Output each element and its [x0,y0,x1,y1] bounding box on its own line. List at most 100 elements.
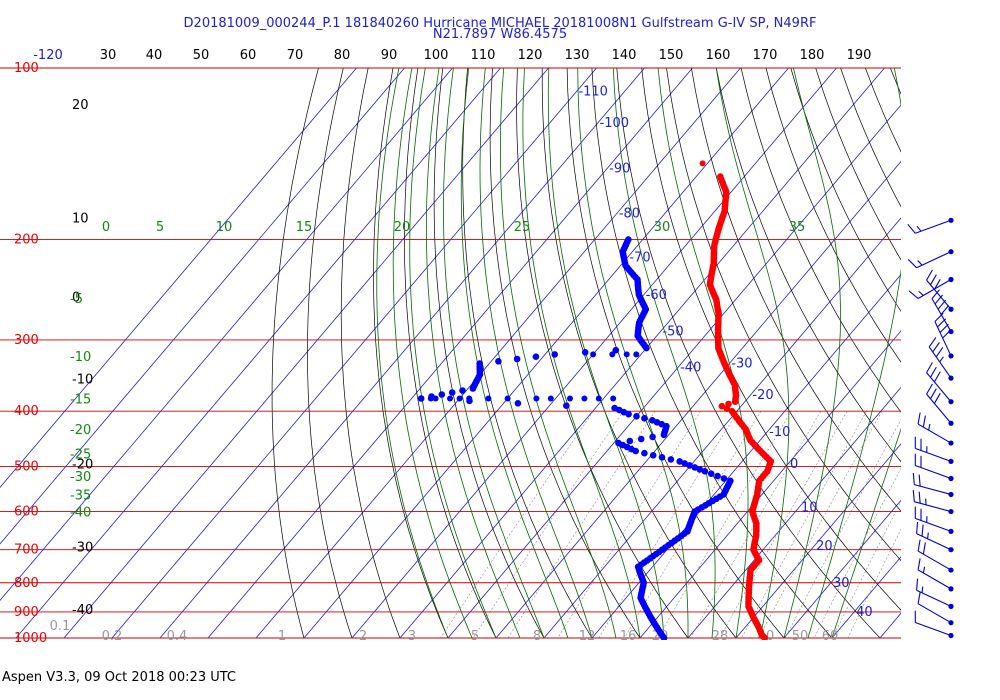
dewpoint-trace-point [447,395,453,402]
wind-barb [931,289,954,335]
dewpoint-trace-point [643,344,650,352]
dewpoint-trace-point [417,395,425,402]
dewpoint-trace-point [427,395,434,402]
mixing-ratio-label: 0.2 [102,629,123,644]
dewpoint-trace-point [720,475,728,482]
moist-adiabat-left-label: -15 [70,392,91,407]
left-axis-label: -10 [72,373,93,388]
dewpoint-trace-point [504,395,511,402]
isotherm-label: 30 [833,576,850,591]
top-axis-label: 140 [612,48,637,63]
wind-barb [928,337,954,381]
left-axis-label: -20 [72,457,93,472]
mixing-ratio-label: 28 [712,629,729,644]
top-axis-label: 40 [146,48,163,63]
moist-adiabat-line [425,68,521,639]
pressure-tick-label: 900 [14,605,39,620]
dewpoint-trace-point [533,395,540,402]
chart-subtitle: N21.7897 W86.4575 [432,27,568,42]
temperature-trace-point [723,405,731,413]
dry-adiabat-line [541,68,737,639]
isotherm-label: -60 [646,288,667,303]
dewpoint-trace-point [448,389,456,396]
moist-adiabat-line [392,68,473,639]
left-axis-label: 0 [72,291,80,306]
dewpoint-trace-point [547,395,554,402]
dewpoint-trace-point [532,353,540,361]
mixing-ratio-line [472,411,624,639]
wind-barb [908,276,954,299]
dewpoint-trace-point [612,346,620,354]
isotherm-label: -90 [609,161,630,176]
isotherm-label: -40 [680,360,701,375]
dewpoint-trace-point [581,395,588,402]
isotherm-line [15,68,501,639]
moist-adiabat-line [547,68,665,639]
dewpoint-trace-point [469,385,477,392]
wind-barb [914,453,954,482]
dewpoint-trace-point [649,433,656,441]
dry-adiabat-line [516,68,689,639]
moist-adiabat-line [376,68,449,639]
moist-adiabat-line [657,68,749,639]
software-footer: Aspen V3.3, 09 Oct 2018 00:23 UTC [2,670,236,685]
moist-adiabat-line [522,68,641,639]
dewpoint-trace-point [485,395,492,402]
pressure-tick-label: 300 [14,333,39,348]
wind-barb [914,610,954,639]
top-axis-label: 100 [424,48,449,63]
moist-adiabat-label: 35 [789,220,806,235]
dry-adiabat-line [940,68,1000,638]
dry-adiabat-line [373,68,449,639]
dewpoint-trace-point [649,452,657,459]
mixing-ratio-label: 16 [620,629,637,644]
dewpoint-trace-point [681,460,688,467]
left-axis-label: 10 [72,211,89,226]
mixing-ratio-label: 1 [278,629,286,644]
wind-barb [907,217,954,234]
dewpoint-trace-point [567,395,573,402]
dewpoint-trace-point [609,351,616,358]
left-axis-label: 20 [72,98,89,113]
top-axis-label: 30 [100,48,117,63]
mixing-ratio-label: 3 [408,629,416,644]
left-axis-label: -40 [72,603,93,618]
isotherm-line [207,68,693,639]
dewpoint-trace-point [633,351,640,358]
dewpoint-trace-point [590,351,597,358]
moist-adiabat-line [612,68,716,639]
isotherm-label: 10 [801,500,818,515]
moist-adiabat-line [577,68,689,638]
moist-adiabat-left-label: -10 [70,350,91,365]
isotherm-label: 40 [856,605,873,620]
isotherm-label: -30 [731,357,752,372]
moist-adiabat-line [831,427,901,639]
dewpoint-trace-point [551,351,558,358]
dry-adiabat-line [740,68,901,413]
dewpoint-trace-point [658,454,666,461]
dry-adiabat-line [691,68,901,512]
top-axis-label: 150 [659,48,684,63]
chart-title: D20181009_000244_P.1 181840260 Hurricane… [183,16,817,31]
mixing-ratio-line [813,467,901,639]
isotherm-line [111,68,597,639]
dry-adiabat-line [591,68,833,639]
moist-adiabat-left-label: -40 [70,506,91,521]
dry-adiabat-line [765,68,901,363]
isotherm-line [495,160,901,639]
wind-barb [912,490,954,515]
dewpoint-trace-point [707,470,715,478]
isotherm-line [399,68,885,639]
dewpoint-trace-point [625,410,632,418]
wind-barb [917,412,954,446]
wind-barb [914,506,954,534]
wind-barb [912,472,954,498]
dewpoint-trace-point [637,435,645,443]
wind-barb [907,249,954,269]
moist-adiabat-left-label: -35 [70,488,91,503]
mixing-ratio-label: 8 [533,629,541,644]
isotherm-line [303,68,789,639]
temperature-trace-point [731,398,739,406]
dewpoint-trace-point [438,391,446,398]
moist-adiabat-line [479,68,593,639]
